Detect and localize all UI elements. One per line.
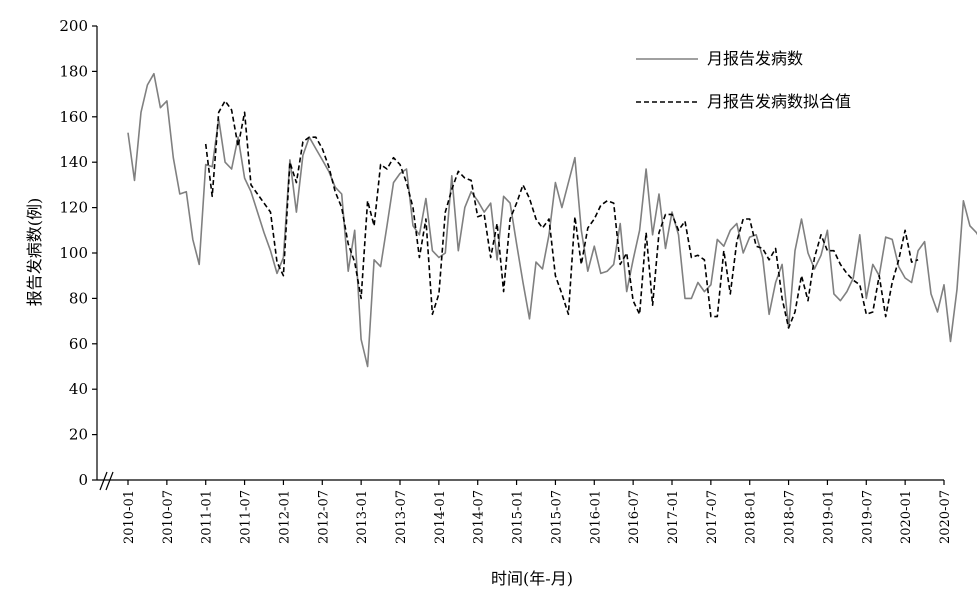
x-tick-label: 2013-01 bbox=[355, 490, 370, 544]
x-tick-label: 2012-01 bbox=[277, 490, 292, 544]
x-tick-label: 2014-07 bbox=[472, 490, 487, 544]
x-tick-label: 2012-07 bbox=[316, 490, 331, 544]
x-tick-label: 2015-01 bbox=[511, 490, 526, 544]
x-tick-label: 2010-01 bbox=[122, 490, 137, 544]
series-layer bbox=[127, 72, 977, 368]
x-tick-label: 2011-01 bbox=[200, 490, 215, 544]
y-tick-label: 40 bbox=[69, 380, 88, 398]
x-axis-title: 时间(年-月) bbox=[491, 569, 573, 588]
y-tick-label: 140 bbox=[59, 153, 88, 171]
x-tick-label: 2015-07 bbox=[549, 490, 564, 544]
x-tick-label: 2020-01 bbox=[899, 490, 914, 544]
y-tick-label: 60 bbox=[69, 335, 88, 353]
x-tick-label: 2018-07 bbox=[783, 490, 798, 544]
x-tick-label: 2019-07 bbox=[860, 490, 875, 544]
x-tick-label: 2019-01 bbox=[821, 490, 836, 544]
y-tick-label: 160 bbox=[59, 108, 88, 126]
x-axis-ticks: 2010-01 2010-07 2011-01 2011-07 2012-01 2012-… bbox=[122, 480, 953, 544]
x-tick-label: 2020-07 bbox=[938, 490, 953, 544]
y-axis-ticks: 0 20 40 60 80 100 120 140 160 180 200 bbox=[59, 17, 97, 489]
y-tick-label: 0 bbox=[78, 471, 88, 489]
y-tick-label: 100 bbox=[59, 244, 88, 262]
axis-break-mark bbox=[105, 471, 114, 491]
y-tick-label: 180 bbox=[59, 62, 88, 80]
x-tick-label: 2016-07 bbox=[627, 490, 642, 544]
legend: 月报告发病数 月报告发病数拟合值 bbox=[636, 49, 851, 111]
series-line-fitted bbox=[204, 100, 919, 329]
x-tick-label: 2018-01 bbox=[744, 490, 759, 544]
x-tick-label: 2014-01 bbox=[433, 490, 448, 544]
axis-break-mark bbox=[99, 471, 108, 491]
x-tick-label: 2013-07 bbox=[394, 490, 409, 544]
y-tick-label: 20 bbox=[69, 426, 88, 444]
x-tick-label: 2017-01 bbox=[666, 490, 681, 544]
y-tick-label: 200 bbox=[59, 17, 88, 35]
x-tick-label: 2017-07 bbox=[705, 490, 720, 544]
legend-label-fitted: 月报告发病数拟合值 bbox=[707, 92, 851, 111]
y-tick-label: 80 bbox=[69, 289, 88, 307]
series-line-actual bbox=[127, 72, 977, 368]
y-tick-label: 120 bbox=[59, 199, 88, 217]
x-tick-label: 2011-07 bbox=[239, 490, 254, 544]
legend-label-actual: 月报告发病数 bbox=[707, 49, 803, 68]
x-tick-label: 2010-07 bbox=[161, 490, 176, 544]
x-tick-label: 2016-01 bbox=[588, 490, 603, 544]
y-axis-title: 报告发病数(例) bbox=[25, 198, 44, 307]
